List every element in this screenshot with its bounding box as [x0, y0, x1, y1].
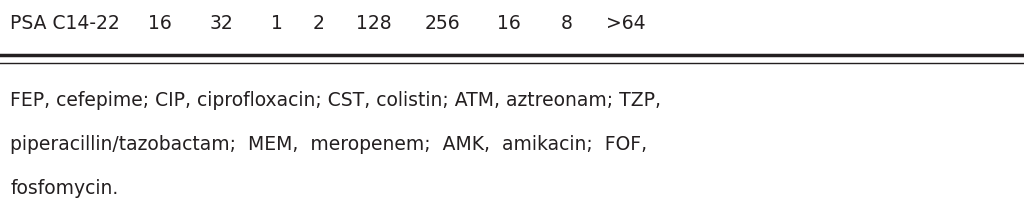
Text: FEP, cefepime; CIP, ciprofloxacin; CST, colistin; ATM, aztreonam; TZP,: FEP, cefepime; CIP, ciprofloxacin; CST, … — [10, 90, 662, 109]
Text: 16: 16 — [497, 14, 520, 33]
Text: >64: >64 — [606, 14, 646, 33]
Text: fosfomycin.: fosfomycin. — [10, 178, 119, 197]
Text: 256: 256 — [425, 14, 461, 33]
Text: 32: 32 — [210, 14, 233, 33]
Text: 1: 1 — [271, 14, 284, 33]
Text: 8: 8 — [561, 14, 573, 33]
Text: PSA C14-22: PSA C14-22 — [10, 14, 120, 33]
Text: 2: 2 — [312, 14, 325, 33]
Text: 128: 128 — [356, 14, 392, 33]
Text: piperacillin/tazobactam;  MEM,  meropenem;  AMK,  amikacin;  FOF,: piperacillin/tazobactam; MEM, meropenem;… — [10, 134, 647, 153]
Text: 16: 16 — [148, 14, 172, 33]
